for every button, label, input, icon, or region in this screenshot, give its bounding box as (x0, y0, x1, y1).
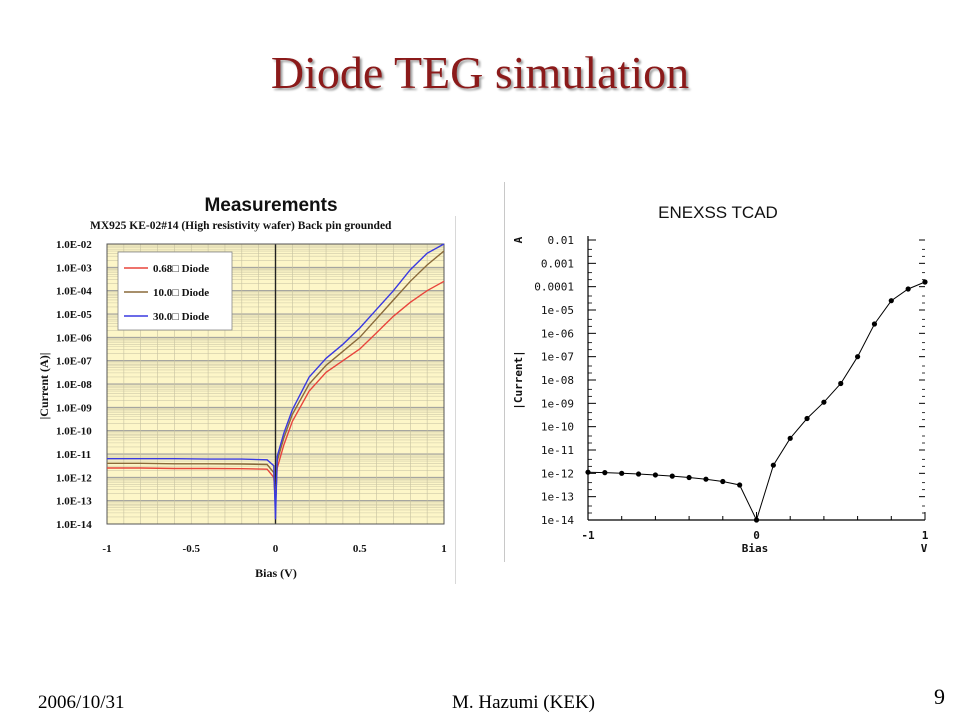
tcad-data-point (686, 474, 692, 481)
measurements-x-tick-label: -1 (102, 543, 111, 555)
measurements-series (107, 243, 445, 520)
tcad-y-tick-label: 1e-05 (541, 304, 574, 317)
measurements-plot-frame (106, 243, 445, 525)
measurements-y-tick-label: 1.0E-05 (56, 309, 92, 321)
tcad-data-point (922, 279, 928, 285)
measurements-x-tick-label: -0.5 (183, 543, 201, 555)
tcad-y-tick-label: 0.01 (548, 234, 575, 247)
measurements-x-tick-label: 0 (273, 543, 279, 555)
measurements-legend: 0.68□ Diode 10.0□ Diode 30.0□ Diode (117, 251, 233, 331)
measurements-y-axis-label: |Current (A)| (37, 353, 51, 420)
measurements-tick-labels: 1.0E-02 1.0E-03 1.0E-04 1.0E-05 1.0E-06 1.0E-… (56, 239, 447, 555)
tcad-data-point (888, 298, 894, 304)
measurements-series-line (107, 280, 445, 501)
measurements-series-line (107, 250, 445, 508)
measurements-y-tick-label: 1.0E-12 (56, 472, 92, 484)
measurements-y-tick-label: 1.0E-07 (56, 356, 92, 368)
tcad-series (585, 279, 928, 523)
tcad-y-axis-unit: A (512, 236, 525, 243)
measurements-y-tick-label: 1.0E-13 (56, 496, 92, 508)
tcad-data-point (737, 482, 743, 488)
tcad-y-tick-label: 1e-07 (541, 351, 574, 364)
measurements-series-line (107, 243, 445, 520)
tcad-data-point (703, 476, 709, 482)
tcad-data-point (585, 469, 591, 475)
measurements-y-tick-label: 1.0E-14 (56, 519, 92, 531)
tcad-data-point (905, 286, 911, 292)
slide-title: Diode TEG simulation (270, 47, 690, 98)
tcad-data-point (753, 517, 760, 523)
tcad-y-tick-label: 1e-06 (541, 327, 574, 340)
tcad-y-tick-label: 1e-09 (541, 397, 574, 410)
measurements-y-tick-label: 1.0E-02 (56, 239, 92, 251)
footer-date: 2006/10/31 (38, 692, 125, 713)
measurements-x-tick-label: 1 (441, 543, 447, 555)
measurements-x-tick-label: 0.5 (353, 543, 367, 555)
tcad-y-tick-label: 0.0001 (534, 281, 574, 294)
tcad-data-point (619, 470, 625, 476)
measurements-x-axis-label: Bias (V) (255, 566, 297, 580)
tcad-y-axis-label: |Current| (512, 350, 525, 410)
tcad-data-point (770, 462, 776, 468)
tcad-y-tick-label: 1e-13 (541, 491, 574, 504)
tcad-data-point (635, 471, 642, 477)
measurements-chart-title: MX925 KE-02#14 (High resistivity wafer) … (90, 220, 392, 232)
measurements-y-tick-label: 1.0E-10 (56, 426, 92, 438)
tcad-data-point (602, 470, 608, 476)
measurements-y-tick-label: 1.0E-06 (56, 332, 92, 344)
measurements-heading: Measurements (204, 195, 337, 216)
measurements-y-tick-label: 1.0E-04 (56, 286, 92, 298)
tcad-y-tick-label: 1e-10 (541, 421, 574, 434)
tcad-y-tick-label: 1e-08 (541, 374, 574, 387)
measurements-legend-label: 10.0□ Diode (153, 287, 209, 299)
tcad-y-tick-label: 1e-14 (541, 514, 574, 527)
footer-author: M. Hazumi (KEK) (452, 692, 595, 713)
tcad-data-point (821, 399, 827, 405)
measurements-legend-label: 0.68□ Diode (153, 263, 209, 275)
tcad-plot-area (587, 236, 926, 521)
measurements-legend-box (117, 251, 233, 331)
tcad-data-point (652, 472, 659, 478)
tcad-data-point (871, 321, 878, 327)
tcad-tick-labels: 0.01 0.001 0.0001 1e-05 1e-06 1e-07 1e-08 1e-09… (534, 234, 928, 542)
measurements-y-tick-label: 1.0E-03 (56, 262, 92, 274)
tcad-data-point (720, 478, 726, 485)
tcad-data-point (855, 354, 861, 360)
tcad-series-line (587, 281, 926, 522)
tcad-x-tick-label: 1 (922, 529, 929, 542)
chart-divider (504, 182, 505, 562)
tcad-y-tick-label: 1e-11 (541, 444, 574, 457)
tcad-data-point (838, 380, 844, 387)
tcad-chart-title: ENEXSS TCAD (658, 203, 778, 222)
tcad-data-point (787, 435, 793, 441)
tcad-data-point (804, 415, 810, 422)
tcad-x-tick-label: -1 (581, 529, 595, 542)
measurements-legend-label: 30.0□ Diode (153, 311, 209, 323)
measurements-y-tick-label: 1.0E-08 (56, 379, 92, 391)
measurements-image-edge (455, 216, 456, 584)
tcad-y-tick-label: 1e-12 (541, 467, 574, 480)
measurements-y-tick-label: 1.0E-11 (56, 449, 91, 461)
measurements-y-tick-label: 1.0E-09 (56, 402, 92, 414)
tcad-data-point (669, 473, 675, 479)
tcad-x-axis-label: Bias (742, 542, 769, 555)
tcad-x-axis-unit: V (921, 542, 928, 555)
page-number: 9 (934, 684, 945, 709)
tcad-y-tick-label: 0.001 (541, 257, 574, 270)
tcad-x-tick-label: 0 (753, 529, 760, 542)
